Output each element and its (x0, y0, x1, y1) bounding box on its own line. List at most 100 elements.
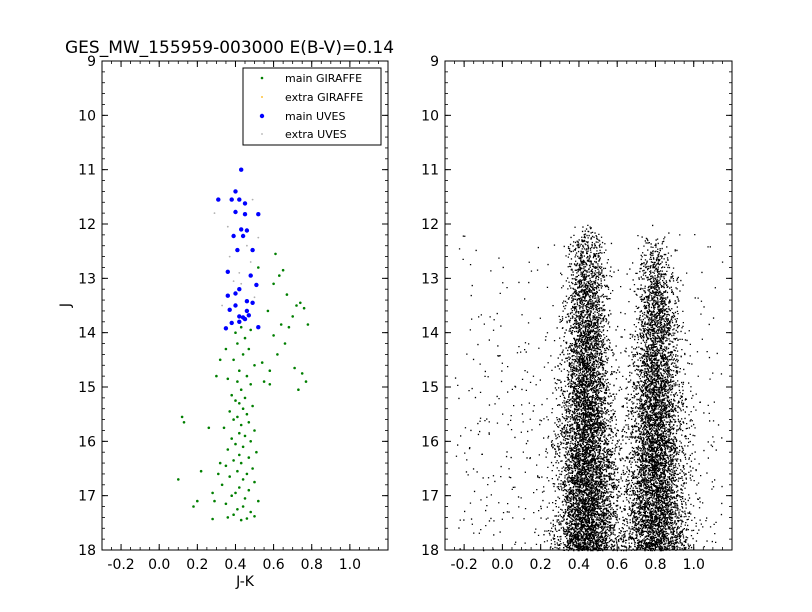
data-point-main-giraffe (287, 325, 291, 329)
data-point-main-giraffe (224, 464, 228, 468)
data-point-main-giraffe (251, 467, 254, 470)
data-point-main-giraffe (241, 407, 245, 411)
right-plot-points (454, 224, 724, 552)
x-tick-label: 1.0 (683, 557, 705, 573)
data-point-main-giraffe (243, 336, 247, 340)
data-point-main-giraffe (241, 478, 245, 481)
data-point-main-giraffe (220, 483, 224, 487)
data-point-main-giraffe (215, 374, 218, 378)
data-point-main-giraffe (226, 448, 230, 451)
data-point-main-giraffe (238, 369, 241, 373)
data-point-main-giraffe (217, 472, 220, 476)
legend-label-main-giraffe: main GIRAFFE (285, 72, 362, 85)
data-point-main-uves (239, 227, 244, 232)
y-tick-label: 11 (421, 163, 439, 179)
data-point-main-giraffe (245, 472, 249, 476)
data-point-main-uves (229, 197, 234, 202)
x-tick-label: 0.4 (568, 557, 590, 573)
x-tick-label: 0.8 (644, 557, 666, 573)
data-point-main-giraffe (253, 480, 256, 484)
data-point-main-giraffe (304, 380, 308, 383)
data-point-main-giraffe (218, 461, 222, 465)
y-tick-label: 16 (421, 434, 439, 450)
y-tick-label: 13 (421, 271, 439, 287)
data-point-main-giraffe (232, 459, 235, 462)
data-point-main-giraffe (234, 491, 237, 495)
data-point-main-giraffe (232, 513, 235, 516)
data-point-main-giraffe (249, 510, 252, 514)
data-point-main-giraffe (247, 456, 251, 459)
data-point-extra-uves (226, 225, 229, 228)
data-point-extra-uves (213, 212, 216, 215)
y-tick-label: 15 (421, 380, 439, 396)
data-point-main-giraffe (300, 372, 304, 375)
left-axis-ticks: -0.2 0.0 0.2 0.4 0.6 0.8 1.0 9 10 11 12 13 14 15 16 17 1… (78, 54, 389, 573)
y-tick-label: 15 (78, 380, 96, 396)
data-point-main-giraffe (302, 306, 306, 310)
data-point-main-uves (242, 316, 248, 322)
data-point-main-uves (225, 293, 230, 298)
data-point-main-giraffe (234, 399, 237, 402)
data-point-main-giraffe (245, 374, 249, 378)
data-point-main-giraffe (224, 347, 228, 351)
data-point-main-giraffe (238, 402, 241, 405)
y-tick-label: 10 (78, 108, 96, 124)
data-point-main-giraffe (230, 437, 233, 440)
data-point-main-uves (244, 308, 250, 314)
data-point-main-giraffe (285, 293, 289, 296)
data-point-extra-uves (238, 272, 241, 274)
data-point-main-uves (237, 287, 242, 292)
legend-marker-extra-uves (261, 133, 263, 135)
data-point-main-giraffe (241, 445, 245, 449)
legend-box (242, 67, 382, 146)
data-point-main-giraffe (243, 434, 247, 438)
legend-marker-extra-giraffe (261, 96, 263, 98)
data-point-main-uves (235, 247, 240, 253)
data-point-main-uves (237, 319, 242, 324)
legend-label-main-uves: main UVES (285, 110, 346, 123)
data-point-extra-uves (246, 244, 248, 247)
legend-marker-main-giraffe (260, 76, 264, 80)
data-point-main-giraffe (222, 426, 226, 430)
data-point-main-giraffe (247, 421, 251, 424)
data-point-main-uves (237, 314, 242, 319)
data-point-main-uves (246, 313, 251, 318)
data-point-main-uves (227, 307, 232, 312)
data-point-main-giraffe (234, 442, 237, 446)
data-point-main-uves (225, 269, 230, 274)
y-tick-label: 9 (87, 54, 96, 70)
data-point-main-uves (233, 209, 238, 215)
data-point-main-giraffe (243, 396, 247, 400)
data-point-main-giraffe (230, 393, 233, 397)
data-point-main-giraffe (253, 429, 256, 432)
data-point-main-giraffe (247, 347, 251, 351)
x-tick-label: 0.0 (148, 557, 170, 573)
data-point-main-giraffe (283, 342, 287, 345)
data-point-main-uves (250, 247, 255, 253)
legend: main GIRAFFE extra GIRAFFE main UVES ext… (242, 67, 382, 146)
data-point-main-giraffe (213, 499, 216, 503)
data-point-main-uves (216, 197, 221, 202)
data-point-main-giraffe (239, 461, 243, 465)
data-point-main-uves (250, 300, 255, 305)
data-point-main-giraffe (255, 450, 258, 454)
data-point-main-giraffe (247, 488, 251, 492)
data-point-main-giraffe (306, 323, 310, 326)
data-point-main-giraffe (241, 353, 245, 356)
data-point-main-giraffe (239, 388, 243, 392)
data-point-main-uves (242, 201, 248, 206)
data-point-main-giraffe (249, 383, 252, 386)
y-tick-label: 16 (78, 434, 96, 450)
data-point-main-giraffe (281, 268, 285, 272)
y-tick-label: 17 (78, 489, 96, 505)
x-axis-label: J-K (235, 574, 255, 590)
data-point-main-giraffe (236, 380, 239, 383)
right-axis-ticks: -0.2 0.0 0.2 0.4 0.6 0.8 1.0 9 10 11 12 13 14 15 16 17 1… (421, 54, 733, 573)
data-point-main-giraffe (249, 328, 252, 332)
y-axis-label: J (58, 303, 74, 308)
data-point-main-giraffe (260, 361, 264, 364)
data-point-main-giraffe (207, 426, 211, 430)
data-point-main-uves (229, 320, 234, 326)
data-point-extra-uves (232, 280, 235, 282)
